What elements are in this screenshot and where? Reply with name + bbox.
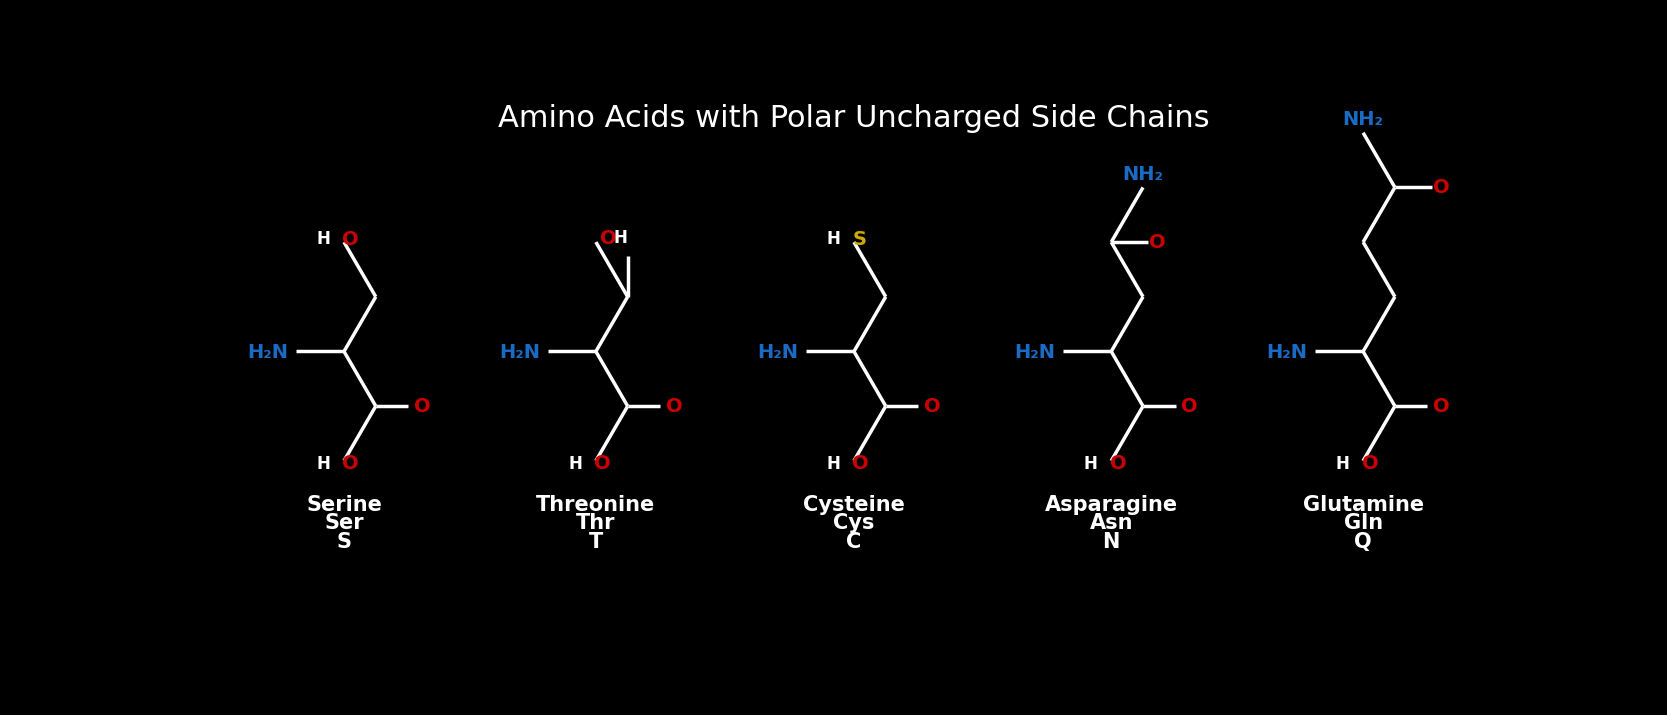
- Text: Q: Q: [1354, 532, 1372, 552]
- Text: H: H: [827, 455, 840, 473]
- Text: H: H: [317, 230, 330, 248]
- Text: H₂N: H₂N: [757, 343, 798, 363]
- Text: H₂N: H₂N: [247, 343, 288, 363]
- Text: Asparagine: Asparagine: [1045, 495, 1179, 516]
- Text: H: H: [613, 230, 627, 247]
- Text: NH₂: NH₂: [1342, 110, 1384, 129]
- Text: O: O: [1110, 455, 1127, 473]
- Text: O: O: [600, 229, 617, 247]
- Text: NH₂: NH₂: [1122, 164, 1164, 184]
- Text: O: O: [1434, 178, 1450, 197]
- Text: O: O: [595, 455, 610, 473]
- Text: Cys: Cys: [834, 513, 875, 533]
- Text: Thr: Thr: [577, 513, 615, 533]
- Text: O: O: [665, 397, 682, 415]
- Text: O: O: [1434, 397, 1450, 415]
- Text: Cysteine: Cysteine: [803, 495, 905, 516]
- Text: H: H: [1084, 455, 1097, 473]
- Text: O: O: [342, 455, 358, 473]
- Text: O: O: [342, 230, 358, 249]
- Text: Threonine: Threonine: [537, 495, 655, 516]
- Text: H₂N: H₂N: [1015, 343, 1055, 363]
- Text: N: N: [1102, 532, 1120, 552]
- Text: Ser: Ser: [323, 513, 363, 533]
- Text: S: S: [852, 230, 867, 249]
- Text: T: T: [588, 532, 603, 552]
- Text: H₂N: H₂N: [500, 343, 540, 363]
- Text: O: O: [1362, 455, 1379, 473]
- Text: H: H: [1335, 455, 1349, 473]
- Text: Gln: Gln: [1344, 513, 1382, 533]
- Text: H: H: [827, 230, 840, 248]
- Text: H: H: [317, 455, 330, 473]
- Text: H: H: [568, 455, 582, 473]
- Text: O: O: [1150, 232, 1165, 252]
- Text: Serine: Serine: [307, 495, 382, 516]
- Text: H₂N: H₂N: [1267, 343, 1307, 363]
- Text: O: O: [852, 455, 869, 473]
- Text: Glutamine: Glutamine: [1302, 495, 1424, 516]
- Text: Amino Acids with Polar Uncharged Side Chains: Amino Acids with Polar Uncharged Side Ch…: [498, 104, 1210, 133]
- Text: Asn: Asn: [1090, 513, 1134, 533]
- Text: C: C: [847, 532, 862, 552]
- Text: O: O: [1182, 397, 1199, 415]
- Text: O: O: [413, 397, 430, 415]
- Text: S: S: [337, 532, 352, 552]
- Text: O: O: [924, 397, 940, 415]
